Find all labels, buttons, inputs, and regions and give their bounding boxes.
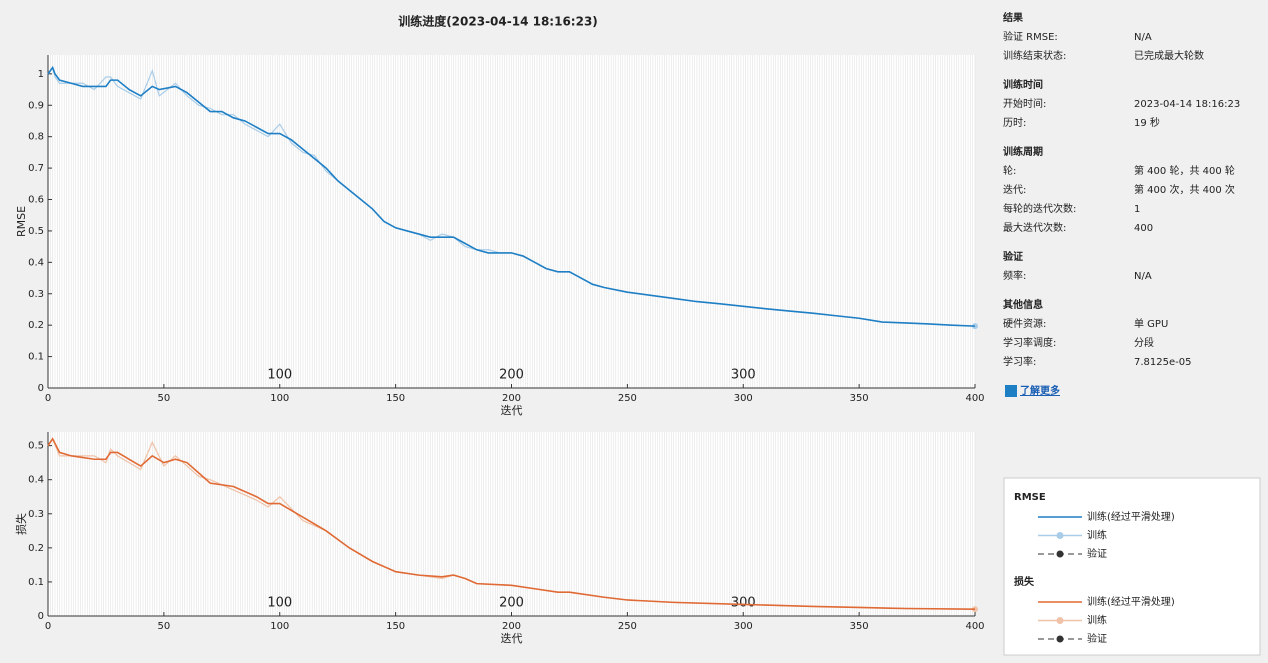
- info-section-title: 其他信息: [1003, 298, 1043, 311]
- y-tick-label: 0.4: [28, 257, 44, 268]
- info-value: 第 400 轮，共 400 轮: [1134, 164, 1235, 177]
- info-label: 验证 RMSE:: [1003, 30, 1058, 43]
- x-tick-label: 0: [45, 621, 51, 632]
- info-value: 19 秒: [1134, 116, 1160, 129]
- epoch-label: 300: [731, 368, 756, 383]
- epoch-label: 100: [267, 596, 292, 611]
- info-label: 最大迭代次数:: [1003, 221, 1066, 234]
- info-section-title: 训练周期: [1003, 145, 1043, 158]
- x-tick-label: 200: [502, 393, 521, 404]
- y-tick-label: 0.5: [28, 441, 44, 452]
- epoch-label: 100: [267, 368, 292, 383]
- y-tick-label: 0.3: [28, 509, 44, 520]
- link[interactable]: 了解更多: [1020, 384, 1060, 397]
- x-tick-label: 150: [386, 621, 405, 632]
- x-tick-label: 0: [45, 393, 51, 404]
- y-tick-label: 0.6: [28, 195, 44, 206]
- x-tick-label: 300: [734, 621, 753, 632]
- x-tick-label: 350: [850, 621, 869, 632]
- info-value: 400: [1134, 223, 1153, 234]
- info-value: 已完成最大轮数: [1134, 49, 1204, 62]
- legend-label: 验证: [1087, 632, 1107, 645]
- y-tick-label: 0.3: [28, 289, 44, 300]
- y-tick-label: 0.7: [28, 163, 44, 174]
- y-tick-label: 0: [38, 383, 44, 394]
- series-line: [47, 437, 976, 610]
- info-value: 单 GPU: [1134, 318, 1168, 330]
- epoch-label: 300: [731, 596, 756, 611]
- x-tick-label: 100: [270, 621, 289, 632]
- y-tick-label: 0.9: [28, 100, 44, 111]
- y-axis-label: 损失: [14, 513, 28, 535]
- x-axis-label: 迭代: [501, 404, 523, 417]
- y-tick-label: 0.5: [28, 226, 44, 237]
- legend-title: RMSE: [1014, 492, 1046, 503]
- legend-label: 训练: [1087, 614, 1107, 627]
- x-tick-label: 400: [965, 393, 984, 404]
- y-tick-label: 0.8: [28, 132, 44, 143]
- y-tick-label: 0.2: [28, 320, 44, 331]
- x-tick-label: 400: [965, 621, 984, 632]
- y-tick-label: 0.1: [28, 352, 44, 363]
- legend-box: [1003, 477, 1261, 656]
- info-label: 硬件资源:: [1003, 317, 1046, 330]
- x-axis-label: 迭代: [501, 632, 523, 645]
- series-line: [47, 65, 976, 327]
- legend-marker: [1056, 617, 1064, 624]
- y-tick-label: 0.1: [28, 577, 44, 588]
- y-tick-label: 0.4: [28, 475, 44, 486]
- y-tick-label: 1: [38, 69, 44, 80]
- epoch-label: 200: [499, 368, 524, 383]
- info-section-title: 验证: [1003, 250, 1023, 263]
- info-value: 7.8125e-05: [1134, 357, 1191, 368]
- epoch-label: 200: [499, 596, 524, 611]
- info-label: 每轮的迭代次数:: [1003, 202, 1076, 215]
- y-tick-label: 0: [38, 611, 44, 622]
- info-label: 历时:: [1003, 117, 1026, 129]
- legend-marker: [1056, 532, 1064, 539]
- x-tick-label: 200: [502, 621, 521, 632]
- legend-label: 训练(经过平滑处理): [1087, 510, 1175, 523]
- info-section-title: 训练时间: [1003, 78, 1043, 91]
- info-value: 1: [1134, 204, 1140, 215]
- y-axis-label: RMSE: [15, 206, 28, 237]
- x-tick-label: 50: [158, 393, 171, 404]
- x-tick-label: 250: [618, 621, 637, 632]
- legend-marker: [1056, 635, 1064, 643]
- info-value: N/A: [1134, 271, 1152, 282]
- info-value: N/A: [1134, 32, 1152, 43]
- x-tick-label: 250: [618, 393, 637, 404]
- legend-title: 损失: [1014, 575, 1035, 588]
- x-tick-label: 350: [850, 393, 869, 404]
- legend-label: 训练: [1087, 529, 1107, 542]
- info-label: 学习率:: [1003, 355, 1036, 368]
- legend-marker: [1056, 550, 1064, 558]
- info-value: 分段: [1134, 336, 1154, 349]
- info-label: 频率:: [1003, 269, 1026, 282]
- info-label: 学习率调度:: [1003, 336, 1056, 349]
- info-value: 第 400 次，共 400 次: [1134, 183, 1235, 196]
- info-label: 迭代:: [1003, 184, 1026, 196]
- info-value: 2023-04-14 18:16:23: [1134, 99, 1240, 110]
- info-section-title: 结果: [1003, 11, 1024, 24]
- x-tick-label: 100: [270, 393, 289, 404]
- info-label: 训练结束状态:: [1003, 49, 1066, 62]
- x-tick-label: 150: [386, 393, 405, 404]
- y-tick-label: 0.2: [28, 543, 44, 554]
- x-tick-label: 50: [158, 621, 171, 632]
- window-title: 训练进度(2023-04-14 18:16:23): [398, 14, 598, 29]
- info-label: 轮:: [1003, 164, 1016, 177]
- legend-label: 验证: [1087, 547, 1107, 560]
- info-label: 开始时间:: [1003, 97, 1046, 110]
- x-tick-label: 300: [734, 393, 753, 404]
- info-icon: [1005, 385, 1017, 397]
- legend-label: 训练(经过平滑处理): [1087, 595, 1175, 608]
